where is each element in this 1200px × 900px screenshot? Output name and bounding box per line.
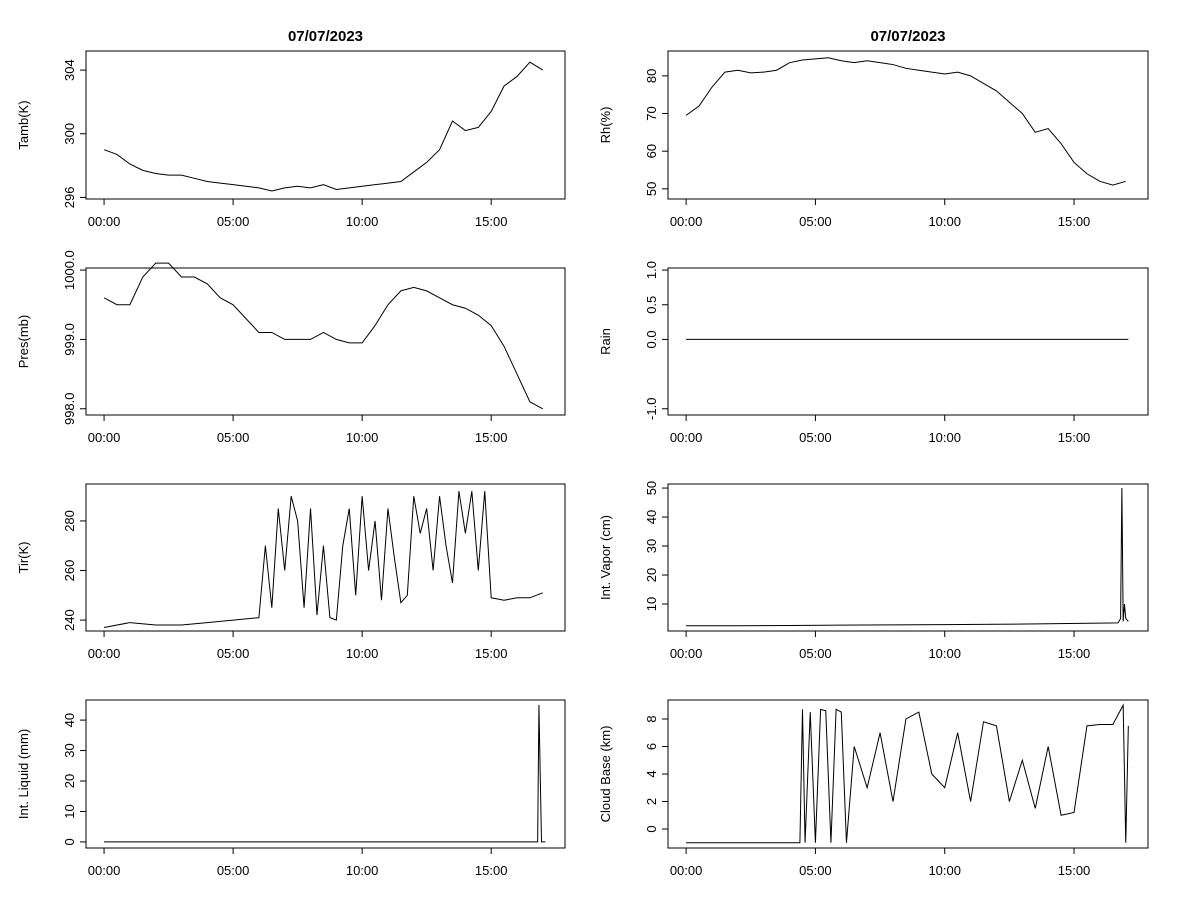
x-tick-label: 15:00 — [1058, 646, 1091, 661]
y-tick-label: 300 — [62, 123, 77, 145]
y-tick-label: 999.0 — [62, 323, 77, 356]
y-axis-label: Tir(K) — [16, 541, 31, 573]
x-tick-label: 15:00 — [475, 214, 508, 229]
y-tick-label: 20 — [62, 774, 77, 788]
y-tick-label: 2 — [644, 798, 659, 805]
y-axis-label: Pres(mb) — [16, 315, 31, 368]
y-tick-label: 0 — [644, 825, 659, 832]
x-tick-label: 15:00 — [475, 430, 508, 445]
y-tick-label: 50 — [644, 481, 659, 495]
y-tick-label: 998.0 — [62, 392, 77, 425]
y-tick-label: 296 — [62, 187, 77, 209]
x-tick-label: 05:00 — [799, 430, 832, 445]
x-tick-label: 15:00 — [1058, 214, 1091, 229]
y-tick-label: 4 — [644, 770, 659, 777]
x-tick-label: 05:00 — [799, 646, 832, 661]
y-tick-label: 50 — [644, 182, 659, 196]
y-tick-label: 1000.0 — [62, 250, 77, 290]
y-tick-label: 10 — [62, 804, 77, 818]
x-tick-label: 00:00 — [670, 863, 703, 878]
plot-frame — [85, 267, 566, 416]
data-line — [686, 703, 1129, 844]
plot-frame — [667, 483, 1149, 632]
y-axis-label: Rh(%) — [598, 107, 613, 144]
x-tick-label: 00:00 — [670, 430, 703, 445]
plot-frame — [667, 50, 1149, 200]
y-tick-label: 10 — [644, 597, 659, 611]
x-tick-label: 15:00 — [1058, 430, 1091, 445]
y-tick-label: 0.0 — [644, 330, 659, 348]
x-tick-label: 00:00 — [670, 646, 703, 661]
x-tick-label: 05:00 — [799, 863, 832, 878]
y-tick-label: 304 — [62, 59, 77, 81]
data-line — [103, 61, 544, 192]
x-tick-label: 00:00 — [88, 214, 121, 229]
y-tick-label: 240 — [62, 609, 77, 631]
x-tick-label: 00:00 — [670, 214, 703, 229]
y-tick-label: -1.0 — [644, 398, 659, 420]
x-tick-label: 15:00 — [1058, 863, 1091, 878]
x-tick-label: 05:00 — [217, 430, 250, 445]
x-tick-label: 05:00 — [217, 214, 250, 229]
y-tick-label: 60 — [644, 144, 659, 158]
y-tick-label: 30 — [62, 743, 77, 757]
x-tick-label: 10:00 — [346, 430, 379, 445]
y-axis-label: Tamb(K) — [16, 100, 31, 149]
plot-frame — [85, 699, 566, 849]
y-axis-label: Int. Liquid (mm) — [16, 729, 31, 819]
x-tick-label: 15:00 — [475, 646, 508, 661]
y-tick-label: 260 — [62, 560, 77, 582]
data-line — [686, 488, 1129, 627]
x-tick-label: 10:00 — [928, 214, 961, 229]
x-tick-label: 05:00 — [217, 646, 250, 661]
plot-frame — [667, 699, 1149, 849]
data-line — [104, 704, 546, 843]
y-tick-label: 20 — [644, 568, 659, 582]
x-tick-label: 05:00 — [217, 863, 250, 878]
x-tick-label: 00:00 — [88, 646, 121, 661]
x-tick-label: 10:00 — [346, 214, 379, 229]
x-tick-label: 10:00 — [928, 863, 961, 878]
y-axis-label: Int. Vapor (cm) — [598, 515, 613, 600]
x-tick-label: 10:00 — [346, 646, 379, 661]
x-tick-label: 00:00 — [88, 863, 121, 878]
x-tick-label: 00:00 — [88, 430, 121, 445]
x-tick-label: 15:00 — [475, 863, 508, 878]
data-line — [103, 491, 543, 629]
y-tick-label: 0.5 — [644, 296, 659, 314]
y-axis-label: Cloud Base (km) — [598, 726, 613, 823]
y-tick-label: 30 — [644, 539, 659, 553]
plot-frame — [85, 483, 566, 632]
y-tick-label: 40 — [644, 510, 659, 524]
panel-title: 07/07/2023 — [870, 28, 945, 45]
data-line — [685, 57, 1126, 186]
y-axis-label: Rain — [598, 328, 613, 355]
x-tick-label: 05:00 — [799, 214, 832, 229]
x-tick-label: 10:00 — [928, 646, 961, 661]
x-tick-label: 10:00 — [928, 430, 961, 445]
y-tick-label: 280 — [62, 510, 77, 532]
panel-title: 07/07/2023 — [288, 28, 363, 45]
y-tick-label: 80 — [644, 69, 659, 83]
x-tick-label: 10:00 — [346, 863, 379, 878]
plot-frame — [85, 50, 566, 200]
y-tick-label: 0 — [62, 838, 77, 845]
y-tick-label: 6 — [644, 743, 659, 750]
y-tick-label: 40 — [62, 713, 77, 727]
y-tick-label: 70 — [644, 106, 659, 120]
y-tick-label: 1.0 — [644, 261, 659, 279]
y-tick-label: 8 — [644, 715, 659, 722]
plot-frame — [667, 267, 1149, 416]
data-line — [103, 262, 544, 410]
